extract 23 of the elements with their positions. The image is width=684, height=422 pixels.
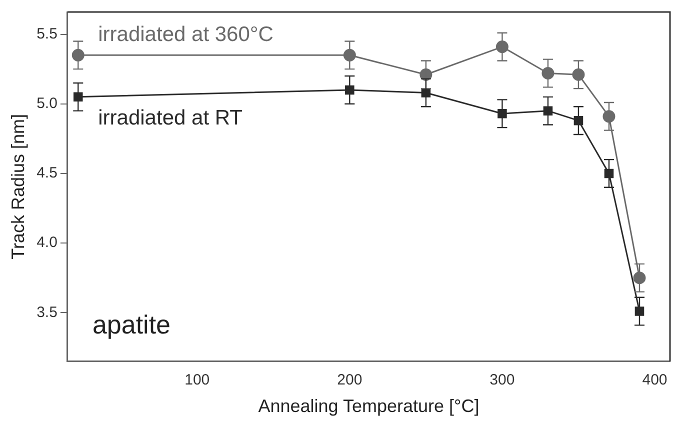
y-tick-label: 5.5 xyxy=(36,25,58,42)
point xyxy=(72,48,84,62)
y-tick-label: 3.5 xyxy=(36,304,58,321)
point xyxy=(572,68,585,81)
point xyxy=(602,110,616,123)
x-axis-title: Annealing Temperature [°C] xyxy=(258,396,480,416)
point xyxy=(634,306,644,316)
x-tick-label: 300 xyxy=(490,372,515,389)
y-tick-label: 5.0 xyxy=(36,95,58,112)
point xyxy=(542,67,554,80)
series-label: irradiated at 360°C xyxy=(98,22,274,46)
point xyxy=(498,108,507,118)
annotation: apatite xyxy=(92,310,171,340)
point xyxy=(543,106,553,116)
y-tick-label: 4.0 xyxy=(36,234,58,252)
y-axis-title: Track Radius [nm] xyxy=(8,114,28,260)
x-tick-label: 200 xyxy=(337,372,362,389)
series-label: irradiated at RT xyxy=(98,106,243,130)
point xyxy=(73,92,83,102)
point xyxy=(633,272,646,284)
y-tick-label: 4.5 xyxy=(36,164,58,182)
x-tick-label: 400 xyxy=(642,372,668,389)
x-tick-label: 100 xyxy=(184,372,210,389)
